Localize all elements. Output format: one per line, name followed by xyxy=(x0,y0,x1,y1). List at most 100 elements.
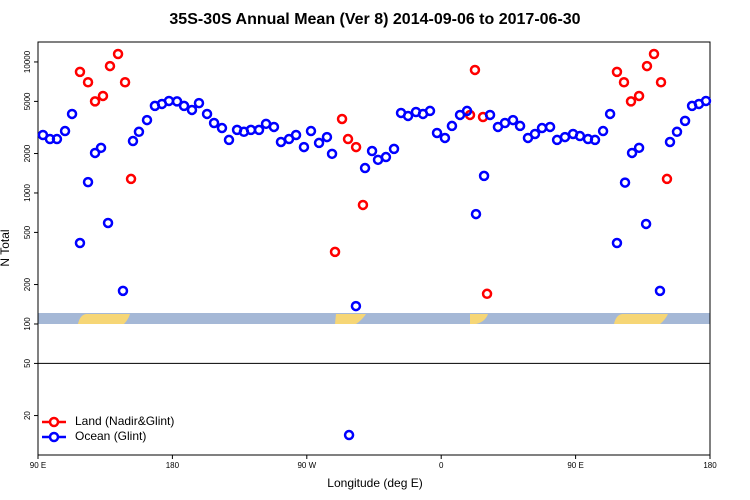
data-point xyxy=(350,300,362,312)
x-tick-label: 180 xyxy=(166,461,180,470)
data-point xyxy=(216,122,228,134)
data-point xyxy=(117,285,129,297)
data-point xyxy=(481,288,493,300)
data-point xyxy=(102,217,114,229)
data-point xyxy=(514,120,526,132)
y-tick-label: 100 xyxy=(23,317,32,331)
land-strip xyxy=(78,314,130,324)
data-point xyxy=(574,130,586,142)
data-point xyxy=(664,136,676,148)
land-strip xyxy=(335,314,366,324)
y-axis-label: N Total xyxy=(0,229,12,266)
data-point xyxy=(431,127,443,139)
data-point xyxy=(424,105,436,117)
data-point xyxy=(201,108,213,120)
data-point xyxy=(380,151,392,163)
data-point xyxy=(59,125,71,137)
data-point xyxy=(559,131,571,143)
data-point xyxy=(125,173,137,185)
data-point xyxy=(82,76,94,88)
data-point xyxy=(626,147,638,159)
data-point xyxy=(439,132,451,144)
data-point xyxy=(74,66,86,78)
data-point xyxy=(119,76,131,88)
y-tick-label: 500 xyxy=(23,225,32,239)
y-tick-label: 5000 xyxy=(23,92,32,110)
data-point xyxy=(529,128,541,140)
data-point xyxy=(611,237,623,249)
data-point xyxy=(343,429,355,441)
data-point xyxy=(163,95,175,107)
data-point xyxy=(82,176,94,188)
data-point xyxy=(633,142,645,154)
data-point xyxy=(640,218,652,230)
data-point xyxy=(700,95,712,107)
data-point xyxy=(499,117,511,129)
data-point xyxy=(478,170,490,182)
data-point xyxy=(186,104,198,116)
data-point xyxy=(133,126,145,138)
data-point xyxy=(402,110,414,122)
data-point xyxy=(604,108,616,120)
data-point xyxy=(544,121,556,133)
data-point xyxy=(388,143,400,155)
data-point xyxy=(253,124,265,136)
y-tick-label: 20 xyxy=(23,411,32,420)
data-point xyxy=(74,237,86,249)
map-strip xyxy=(38,313,710,324)
x-axis-label: Longitude (deg E) xyxy=(327,476,422,490)
data-point xyxy=(536,122,548,134)
ocean-strip xyxy=(38,313,710,324)
data-point xyxy=(141,114,153,126)
x-tick-label: 180 xyxy=(703,461,717,470)
x-tick-label: 0 xyxy=(439,461,444,470)
legend-label: Ocean (Glint) xyxy=(75,429,146,443)
data-point xyxy=(193,97,205,109)
data-point xyxy=(89,96,101,107)
legend-marker xyxy=(48,431,60,443)
data-point xyxy=(127,135,139,147)
data-point xyxy=(618,76,630,88)
data-point xyxy=(648,48,660,60)
data-point xyxy=(95,142,107,154)
data-point xyxy=(350,141,362,153)
chart-title: 35S-30S Annual Mean (Ver 8) 2014-09-06 t… xyxy=(169,11,580,28)
data-point xyxy=(97,90,109,102)
data-point xyxy=(245,124,257,136)
data-point xyxy=(597,125,609,137)
legend-label: Land (Nadir&Glint) xyxy=(75,414,174,428)
data-point xyxy=(469,64,481,76)
data-point xyxy=(641,60,653,72)
data-point xyxy=(268,121,280,133)
data-point xyxy=(329,246,341,258)
data-point xyxy=(654,285,666,297)
data-point xyxy=(619,177,631,188)
data-point xyxy=(461,105,473,117)
data-point xyxy=(104,60,116,72)
data-point xyxy=(305,125,317,137)
data-point xyxy=(326,148,338,160)
data-point xyxy=(223,134,235,146)
data-point xyxy=(208,117,220,129)
y-tick-label: 1000 xyxy=(23,184,32,202)
data-point xyxy=(357,199,369,211)
land-strip xyxy=(614,314,668,324)
y-tick-label: 2000 xyxy=(23,144,32,162)
data-point xyxy=(366,145,378,157)
data-point xyxy=(507,114,519,126)
data-point xyxy=(298,141,310,153)
data-point xyxy=(321,131,333,143)
data-point xyxy=(611,66,623,78)
x-tick-label: 90 E xyxy=(567,461,583,470)
data-point xyxy=(359,162,371,174)
data-point xyxy=(470,208,482,220)
data-point xyxy=(178,100,190,112)
data-point xyxy=(89,147,101,159)
y-tick-label: 10000 xyxy=(23,50,32,73)
data-point xyxy=(342,133,354,145)
plot-frame xyxy=(37,41,711,456)
data-point xyxy=(589,134,601,146)
data-point xyxy=(66,108,78,120)
data-point xyxy=(679,115,691,127)
x-tick-label: 90 E xyxy=(30,461,46,470)
